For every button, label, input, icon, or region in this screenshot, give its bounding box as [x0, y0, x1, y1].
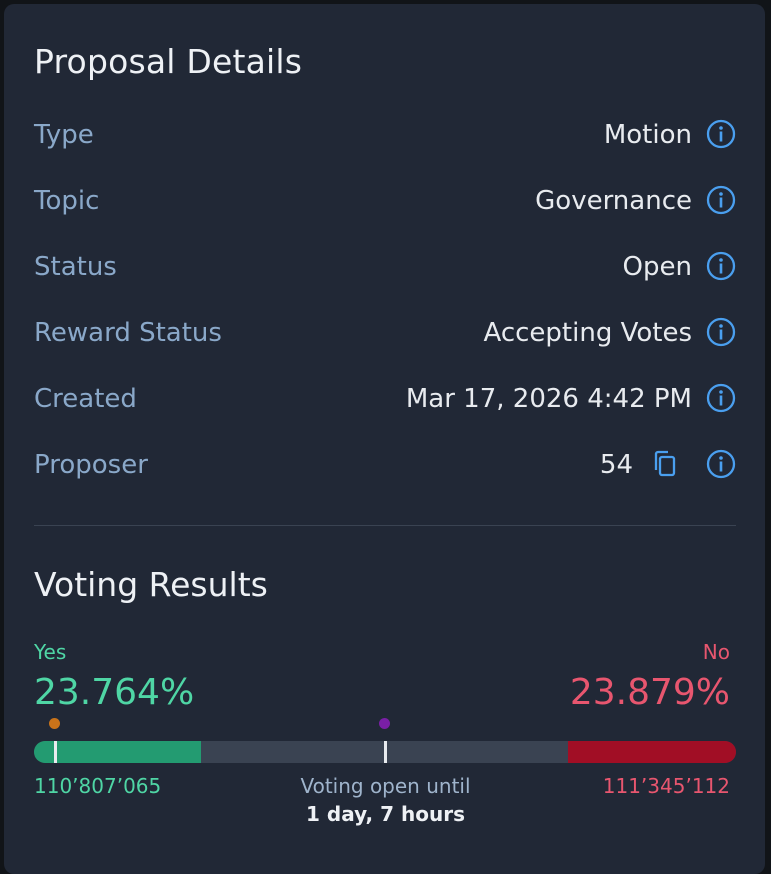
yes-label: Yes [34, 640, 67, 664]
info-circle-icon[interactable] [706, 119, 736, 149]
threshold-tick-center [384, 741, 387, 763]
detail-label: Topic [34, 186, 100, 216]
proposal-card: Proposal Details Type Motion Topic Gover… [4, 4, 765, 874]
detail-label: Reward Status [34, 318, 222, 348]
info-circle-icon[interactable] [706, 449, 736, 479]
voting-progress-bar [34, 741, 736, 763]
proposer-link[interactable]: 54 [599, 450, 633, 480]
info-circle-icon[interactable] [706, 383, 736, 413]
info-circle-icon[interactable] [706, 317, 736, 347]
detail-row-topic: Topic Governance [34, 180, 736, 220]
no-vote-count: 111’345’112 [602, 774, 730, 798]
threshold-marker-orange [49, 718, 60, 729]
detail-label: Proposer [34, 450, 148, 480]
detail-label: Type [34, 120, 94, 150]
no-bar-fill [568, 741, 736, 763]
no-label: No [702, 640, 730, 664]
no-percentage: 23.879% [569, 672, 730, 713]
proposal-details-title: Proposal Details [34, 42, 303, 81]
detail-value: Governance [535, 186, 692, 216]
detail-row-type: Type Motion [34, 114, 736, 154]
yes-percentage: 23.764% [34, 672, 195, 713]
detail-value: Mar 17, 2026 4:42 PM [405, 384, 692, 414]
copy-icon[interactable] [650, 448, 680, 480]
voting-results-title: Voting Results [34, 565, 268, 604]
detail-row-status: Status Open [34, 246, 736, 286]
detail-row-proposer: Proposer 54 [34, 444, 736, 484]
detail-label: Created [34, 384, 137, 414]
threshold-marker-purple [379, 718, 390, 729]
detail-row-reward-status: Reward Status Accepting Votes [34, 312, 736, 352]
voting-open-until-label: Voting open until [300, 774, 471, 798]
detail-value: Accepting Votes [483, 318, 693, 348]
detail-value: Open [622, 252, 692, 282]
yes-bar-fill [34, 741, 201, 763]
detail-label: Status [34, 252, 117, 282]
detail-row-created: Created Mar 17, 2026 4:42 PM [34, 378, 736, 418]
detail-value: Motion [603, 120, 692, 150]
yes-vote-count: 110’807’065 [34, 774, 162, 798]
voting-time-remaining: 1 day, 7 hours [306, 802, 465, 826]
section-divider [34, 525, 736, 526]
threshold-tick-left [54, 741, 57, 763]
info-circle-icon[interactable] [706, 251, 736, 281]
info-circle-icon[interactable] [706, 185, 736, 215]
